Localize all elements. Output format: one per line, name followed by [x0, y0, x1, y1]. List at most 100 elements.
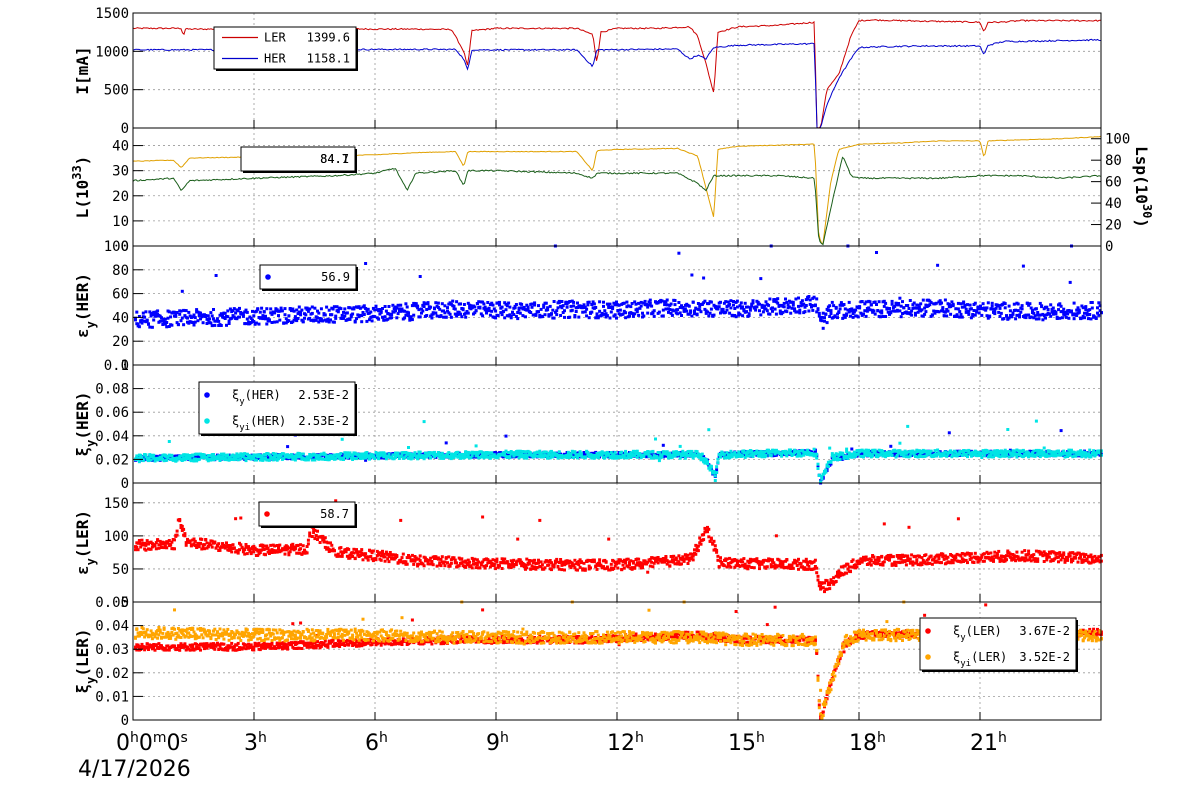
data-point — [1075, 314, 1079, 317]
data-point — [1025, 301, 1029, 305]
data-point — [288, 455, 292, 459]
data-point — [195, 452, 199, 456]
data-point — [134, 548, 137, 552]
data-point — [173, 538, 176, 542]
data-point — [293, 315, 297, 319]
data-point — [526, 305, 530, 309]
data-point — [856, 315, 860, 319]
data-point — [193, 316, 197, 320]
data-point — [295, 551, 299, 555]
data-point — [361, 456, 365, 460]
legend-box — [213, 26, 357, 70]
data-point — [742, 449, 746, 453]
data-point — [706, 310, 709, 314]
data-point — [956, 301, 960, 305]
data-point — [261, 317, 265, 321]
data-point — [518, 449, 522, 453]
data-point — [460, 315, 464, 319]
data-point — [921, 314, 925, 318]
data-point — [721, 307, 725, 311]
data-point — [296, 453, 300, 457]
data-point — [342, 310, 345, 314]
data-point — [605, 302, 609, 306]
data-point — [916, 310, 920, 314]
data-point — [1077, 310, 1081, 314]
data-point — [676, 312, 680, 316]
y-tick-label: 80 — [112, 263, 129, 279]
data-point — [230, 550, 234, 554]
data-point — [344, 453, 348, 457]
data-point — [308, 316, 312, 320]
data-point — [188, 314, 192, 318]
data-point — [365, 309, 369, 313]
data-point — [716, 457, 720, 461]
data-point — [368, 318, 371, 322]
data-point — [842, 313, 846, 317]
data-point — [336, 552, 340, 556]
data-point — [531, 313, 535, 317]
data-point — [798, 308, 802, 312]
data-point — [180, 524, 184, 528]
data-point — [153, 459, 157, 463]
data-point — [998, 455, 1002, 459]
data-point — [780, 454, 784, 458]
data-point — [260, 454, 264, 458]
data-point — [774, 312, 778, 316]
data-point — [464, 450, 468, 454]
data-point — [451, 299, 455, 303]
data-point — [396, 312, 400, 316]
data-point — [449, 315, 453, 319]
data-point — [474, 444, 478, 448]
data-point — [910, 309, 914, 313]
data-point — [270, 456, 274, 460]
data-point — [1090, 301, 1094, 304]
data-point — [1016, 309, 1020, 313]
data-point — [807, 295, 811, 298]
data-point — [816, 467, 820, 470]
data-point — [851, 452, 855, 456]
data-point — [670, 313, 674, 317]
data-point — [332, 305, 336, 309]
data-point — [555, 313, 559, 317]
data-point — [534, 313, 538, 317]
data-point — [270, 321, 274, 324]
data-point — [980, 456, 984, 459]
data-point — [990, 301, 994, 305]
data-point — [279, 306, 283, 310]
data-point — [943, 450, 947, 454]
data-point — [1020, 307, 1024, 311]
data-point — [798, 311, 802, 315]
data-point — [323, 313, 327, 317]
data-point — [644, 303, 648, 307]
data-point — [967, 309, 971, 313]
data-point — [733, 451, 737, 454]
data-point — [208, 317, 212, 321]
data-point — [847, 310, 851, 314]
data-point — [202, 547, 206, 551]
data-point — [182, 527, 186, 531]
data-point — [403, 316, 407, 320]
data-point — [247, 545, 251, 549]
data-point — [336, 310, 340, 314]
data-point — [881, 315, 885, 318]
data-point — [863, 302, 867, 306]
data-point — [1020, 304, 1024, 308]
data-point — [226, 309, 230, 313]
data-point — [239, 516, 243, 520]
data-point — [729, 299, 733, 303]
data-point — [521, 450, 525, 453]
data-point — [483, 453, 487, 457]
data-point — [160, 455, 163, 459]
data-point — [145, 539, 149, 543]
data-point — [553, 310, 557, 314]
data-point — [317, 311, 321, 315]
data-point — [275, 320, 279, 324]
data-point — [420, 307, 423, 311]
data-point — [728, 311, 732, 315]
data-point — [1036, 453, 1040, 457]
data-point — [453, 312, 457, 316]
data-point — [188, 540, 192, 544]
